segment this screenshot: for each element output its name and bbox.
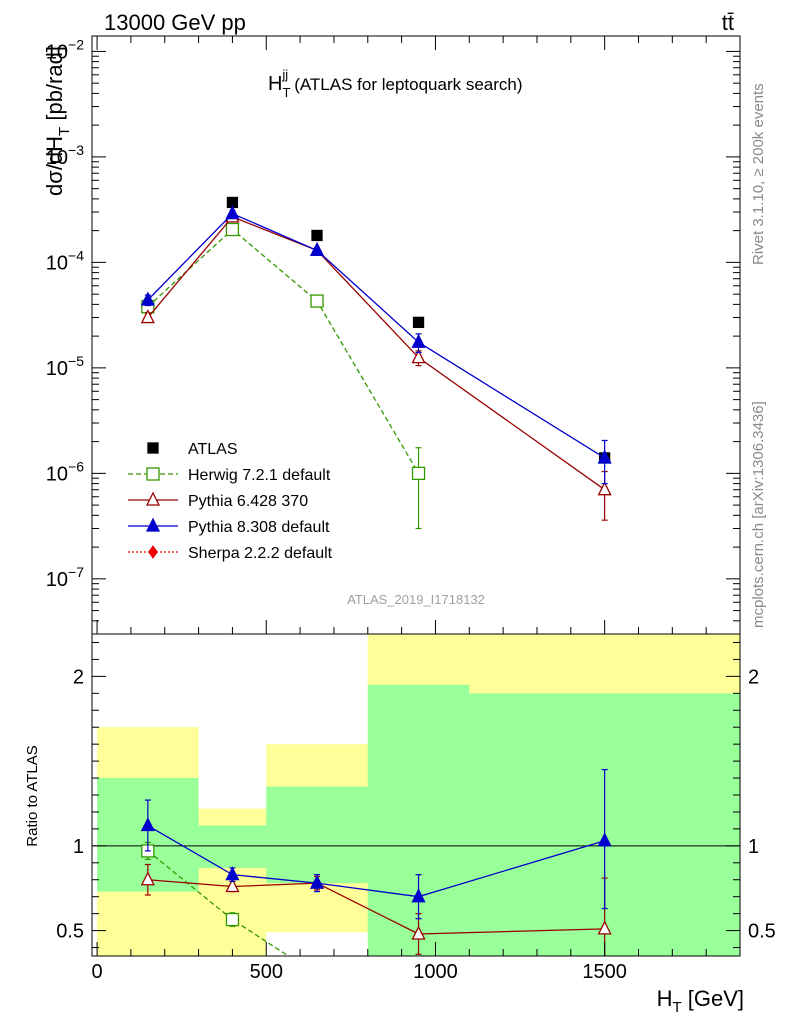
ratio-point	[225, 878, 240, 893]
y-tick-label: 10−3	[46, 142, 84, 169]
analysis-id-label: ATLAS_2019_I1718132	[347, 592, 485, 607]
stat-uncertainty-band	[266, 786, 368, 884]
plot-title: HTjj(ATLAS for leptoquark search)	[268, 67, 523, 100]
y-tick-label: 10−6	[46, 458, 84, 485]
ratio-y-tick-label: 0.5	[56, 921, 84, 943]
ratio-point	[140, 871, 155, 886]
data-point	[311, 229, 323, 242]
legend-label: Pythia 6.428 370	[188, 493, 308, 510]
ratio-point	[225, 866, 240, 881]
legend-label: Herwig 7.2.1 default	[188, 467, 331, 484]
data-point	[411, 333, 426, 348]
y-tick-label: 10−7	[46, 564, 84, 591]
legend-item-sherpa-2-2-2-default: Sherpa 2.2.2 default	[128, 545, 333, 562]
y-tick-label: 10−5	[46, 353, 84, 380]
y-tick-label: 10−4	[46, 247, 84, 274]
mcplots-source-label: mcplots.cern.ch [arXiv:1306.3436]	[750, 401, 767, 628]
ratio-panel: 0.5 0.5 1 1 2 2 0 500 1000 1500 Ratio to ATLAS HT…	[24, 633, 776, 1016]
data-point	[597, 449, 612, 464]
data-point	[412, 316, 425, 329]
legend-item-herwig-7-2-1-default: Herwig 7.2.1 default	[128, 467, 331, 484]
ratio-point	[597, 920, 612, 935]
main-y-axis-label: dσ/dHT [pb/rad]	[42, 46, 73, 196]
ratio-series-pythia-8-308-default	[140, 768, 612, 920]
legend-label: Sherpa 2.2.2 default	[188, 545, 333, 562]
ratio-point	[225, 912, 240, 927]
x-tick-label: 1500	[582, 961, 627, 983]
data-point	[411, 349, 426, 364]
ratio-y-tick-label: 1	[73, 836, 84, 858]
data-point	[225, 222, 240, 237]
y-tick-label: 10−2	[46, 36, 84, 63]
data-point	[225, 205, 240, 220]
legend-marker	[146, 467, 160, 481]
ratio-point	[411, 888, 426, 903]
channel-label: tt̄	[722, 10, 734, 35]
ratio-y-tick-label-right: 2	[748, 666, 759, 688]
data-point	[411, 466, 426, 481]
process-label: 13000 GeV pp	[104, 10, 246, 35]
x-axis-label: HT [GeV]	[657, 986, 744, 1016]
series-pythia-8-308-default	[140, 205, 612, 485]
legend: ATLAS Herwig 7.2.1 default Pythia 6.428 37…	[128, 441, 333, 562]
data-point	[140, 309, 155, 324]
series-atlas	[142, 196, 611, 464]
ratio-point	[597, 832, 612, 847]
x-tick-label: 500	[250, 961, 283, 983]
data-point	[140, 291, 155, 306]
data-point	[310, 294, 324, 308]
ratio-point	[140, 817, 155, 832]
ratio-y-tick-label: 2	[73, 666, 84, 688]
series-line	[147, 228, 420, 474]
series-line	[147, 212, 605, 459]
x-tick-label: 0	[92, 961, 103, 983]
ratio-y-axis-label: Ratio to ATLAS	[24, 745, 41, 846]
legend-item-atlas: ATLAS	[147, 441, 238, 458]
legend-item-pythia-6-428-370: Pythia 6.428 370	[128, 491, 308, 510]
ratio-point	[411, 925, 426, 940]
x-tick-label: 1000	[413, 961, 458, 983]
legend-marker	[145, 491, 161, 506]
data-point	[309, 241, 325, 257]
ratio-y-tick-label-right: 1	[748, 836, 759, 858]
ratio-point	[413, 1003, 425, 1015]
legend-marker	[145, 517, 161, 532]
legend-marker	[148, 545, 158, 559]
rivet-version-label: Rivet 3.1.10, ≥ 200k events	[750, 83, 767, 265]
legend-label: ATLAS	[188, 441, 238, 458]
ratio-y-tick-label-right: 0.5	[748, 921, 776, 943]
legend-item-pythia-8-308-default: Pythia 8.308 default	[128, 517, 330, 536]
ratio-content	[92, 634, 740, 1015]
ratio-point	[311, 969, 323, 981]
ratio-point	[309, 874, 325, 889]
data-point	[597, 481, 612, 496]
legend-marker	[147, 442, 159, 454]
legend-label: Pythia 8.308 default	[188, 519, 330, 536]
main-distribution-panel: 10−7 10−6 10−5 10−4 10−3 10−2 HTjj(ATLAS for …	[42, 35, 741, 635]
